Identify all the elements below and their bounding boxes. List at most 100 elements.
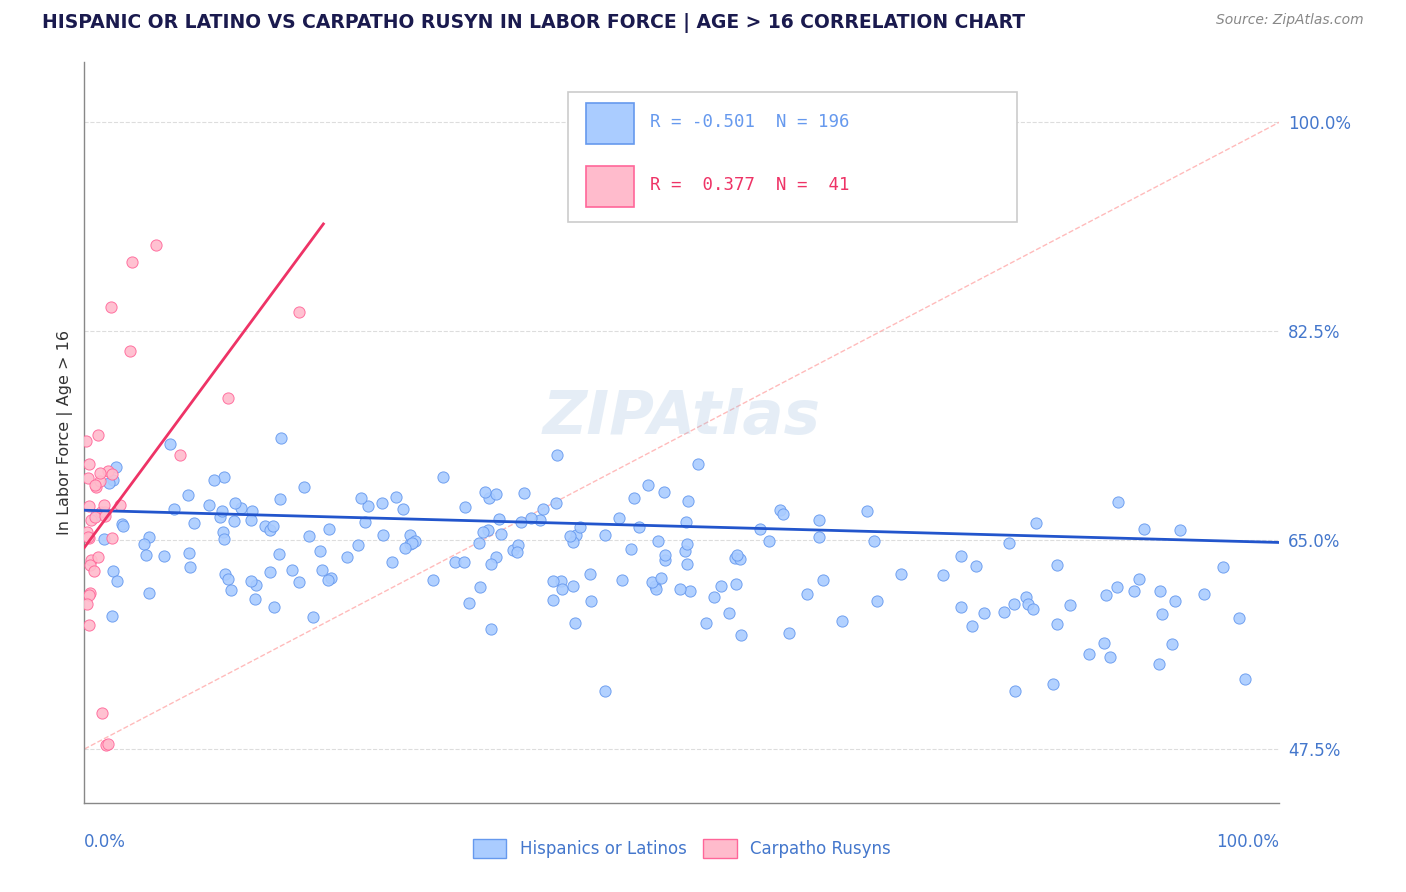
Point — [79, 499, 101, 513]
FancyBboxPatch shape — [586, 103, 634, 144]
Point — [669, 582, 692, 596]
Point — [152, 549, 174, 563]
Point — [217, 391, 239, 405]
Point — [198, 498, 221, 512]
Point — [301, 609, 323, 624]
Point — [84, 508, 107, 522]
Point — [76, 597, 98, 611]
Point — [371, 496, 394, 510]
Point — [222, 515, 245, 529]
Point — [444, 555, 467, 569]
Legend: Hispanics or Latinos, Carpatho Rusyns: Hispanics or Latinos, Carpatho Rusyns — [467, 832, 897, 865]
Point — [169, 448, 191, 462]
Point — [84, 480, 107, 494]
Point — [229, 500, 252, 515]
Point — [350, 491, 373, 506]
Point — [385, 491, 408, 505]
Point — [101, 531, 124, 545]
Point — [491, 526, 513, 541]
Point — [292, 480, 315, 494]
Point — [863, 533, 886, 548]
Point — [288, 305, 311, 319]
Point — [159, 437, 181, 451]
Point — [1092, 636, 1115, 650]
Point — [111, 516, 134, 531]
Point — [105, 574, 128, 588]
Point — [1107, 581, 1129, 595]
Point — [932, 567, 955, 582]
Point — [105, 460, 128, 475]
Point — [94, 509, 117, 524]
Point — [725, 577, 748, 591]
Text: 100.0%: 100.0% — [1216, 833, 1279, 851]
Text: R = -0.501  N = 196: R = -0.501 N = 196 — [650, 112, 849, 130]
Point — [1099, 650, 1122, 665]
Point — [80, 552, 103, 566]
Point — [717, 606, 740, 620]
Point — [769, 503, 792, 517]
Point — [652, 485, 675, 500]
Point — [1042, 677, 1064, 691]
Point — [108, 499, 131, 513]
Point — [391, 501, 413, 516]
Point — [93, 498, 115, 512]
Point — [281, 563, 304, 577]
Point — [808, 513, 831, 527]
Point — [94, 739, 117, 753]
Point — [710, 579, 733, 593]
Point — [357, 499, 380, 513]
Point — [101, 608, 124, 623]
Point — [422, 573, 444, 587]
FancyBboxPatch shape — [568, 92, 1017, 221]
Point — [404, 533, 426, 548]
Point — [890, 567, 912, 582]
Point — [1227, 611, 1250, 625]
Point — [546, 448, 568, 462]
Point — [855, 504, 877, 518]
Point — [224, 496, 246, 510]
Point — [506, 538, 529, 552]
Point — [676, 557, 699, 571]
Point — [336, 549, 359, 564]
Point — [772, 507, 794, 521]
Point — [723, 550, 745, 565]
Point — [973, 606, 995, 620]
Point — [676, 494, 699, 508]
Point — [654, 553, 676, 567]
Point — [101, 564, 124, 578]
Point — [468, 580, 491, 594]
Point — [212, 532, 235, 546]
Point — [531, 501, 554, 516]
Point — [647, 534, 669, 549]
Point — [502, 543, 524, 558]
Point — [1004, 684, 1026, 698]
Point — [1168, 523, 1191, 537]
Point — [77, 618, 100, 632]
Point — [579, 594, 602, 608]
Point — [1149, 583, 1171, 598]
Point — [93, 532, 115, 546]
Point — [479, 558, 502, 572]
Point — [519, 511, 541, 525]
Point — [595, 683, 617, 698]
Point — [1107, 494, 1129, 508]
Point — [484, 487, 506, 501]
Point — [695, 616, 717, 631]
Point — [645, 582, 668, 596]
Point — [80, 513, 103, 527]
Point — [77, 587, 100, 601]
Point — [100, 467, 122, 481]
Point — [1025, 516, 1047, 530]
Point — [748, 522, 770, 536]
Point — [997, 535, 1019, 549]
Point — [529, 513, 551, 527]
Point — [240, 503, 263, 517]
Text: Source: ZipAtlas.com: Source: ZipAtlas.com — [1216, 13, 1364, 28]
Point — [673, 544, 696, 558]
Point — [211, 525, 233, 540]
Point — [87, 550, 110, 565]
Point — [686, 457, 709, 471]
Point — [949, 549, 972, 563]
Point — [472, 524, 495, 539]
Point — [484, 550, 506, 565]
